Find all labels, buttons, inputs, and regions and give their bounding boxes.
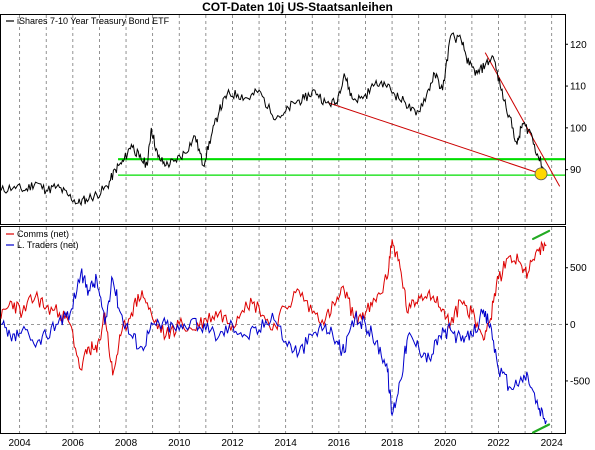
trendline-2 — [484, 52, 561, 187]
top-ytick-label-3: 120 — [570, 40, 587, 51]
xtick-label-2016: 2016 — [328, 438, 351, 449]
xtick-label-2004: 2004 — [8, 438, 31, 449]
bottom-ytick-label-0: -500 — [570, 376, 590, 387]
xtick-label-2018: 2018 — [381, 438, 404, 449]
series-comms-line — [0, 239, 547, 376]
top-ytick-label-1: 100 — [570, 123, 587, 134]
series-ltraders-line — [1, 268, 547, 425]
xtick-label-2006: 2006 — [62, 438, 85, 449]
bottom-legend: Comms (net) L. Traders (net) — [6, 229, 79, 250]
chart-title: COT-Daten 10j US-Staatsanleihen — [202, 0, 393, 14]
top-panel-frame — [0, 14, 566, 225]
bottom-panel-frame — [0, 226, 566, 434]
top-ytick-label-0: 90 — [570, 165, 582, 176]
series-price-line — [0, 32, 547, 207]
top-ytick-label-2: 110 — [570, 82, 586, 93]
xtick-label-2008: 2008 — [115, 438, 138, 449]
bottom-ytick-label-2: 500 — [570, 263, 587, 274]
top-legend: iShares 7-10 Year Treasury Bond ETF — [6, 16, 170, 26]
bottom-ytick-label-1: 0 — [570, 320, 576, 331]
xtick-label-2024: 2024 — [541, 438, 564, 449]
legend-label-ltraders: L. Traders (net) — [17, 240, 79, 250]
legend-label-comms: Comms (net) — [17, 229, 69, 239]
xtick-label-2022: 2022 — [487, 438, 510, 449]
xtick-label-2014: 2014 — [275, 438, 298, 449]
xtick-label-2020: 2020 — [434, 438, 457, 449]
marker-point — [534, 167, 548, 181]
marker-tick-2 — [531, 423, 551, 434]
legend-label-price: iShares 7-10 Year Treasury Bond ETF — [17, 16, 170, 26]
xtick-label-2010: 2010 — [168, 438, 191, 449]
marker-tick-1 — [531, 229, 551, 241]
xtick-label-2012: 2012 — [221, 438, 244, 449]
trendline-1 — [328, 102, 542, 175]
